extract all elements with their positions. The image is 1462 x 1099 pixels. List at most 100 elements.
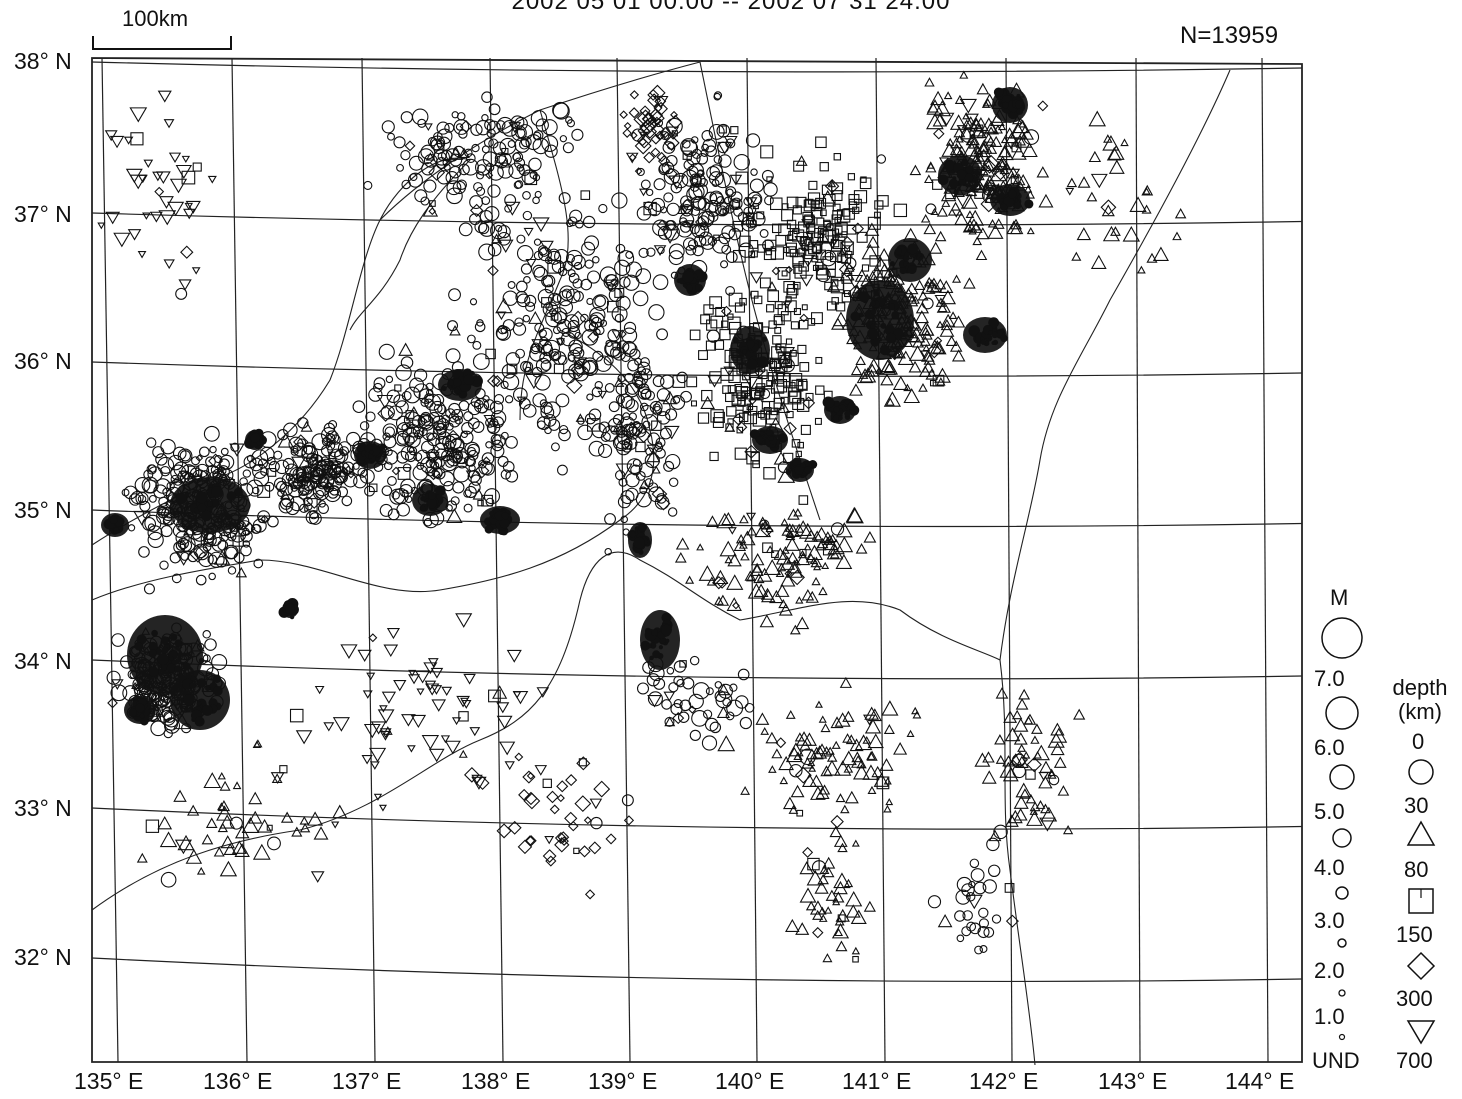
- quake-circle: [435, 435, 450, 450]
- quake-inv-triangle: [304, 456, 318, 468]
- quake-triangle: [969, 117, 983, 129]
- seismic-cluster-dot: [170, 633, 178, 641]
- quake-circle: [750, 168, 758, 176]
- quake-circle: [290, 484, 298, 492]
- quake-triangle: [821, 561, 830, 569]
- quake-circle: [305, 452, 319, 466]
- quake-square: [874, 200, 884, 210]
- quake-circle: [110, 684, 128, 702]
- quake-triangle: [1031, 723, 1043, 734]
- quake-triangle: [801, 757, 814, 769]
- quake-triangle: [1047, 768, 1056, 777]
- quake-triangle: [696, 543, 705, 551]
- quake-circle: [560, 331, 576, 347]
- quake-circle: [163, 512, 176, 526]
- quake-circle: [448, 288, 461, 302]
- quake-circle: [652, 375, 665, 388]
- quake-circle: [680, 195, 693, 208]
- quake-triangle: [735, 533, 747, 544]
- seismic-cluster-dot: [166, 663, 176, 673]
- quake-triangle: [1013, 717, 1029, 732]
- seismic-cluster-dot: [652, 650, 661, 659]
- quake-circle: [583, 235, 600, 251]
- quake-circle: [426, 432, 434, 441]
- seismic-cluster-dot: [109, 516, 118, 525]
- quake-square: [730, 126, 739, 135]
- quake-triangle: [995, 754, 1006, 764]
- quake-triangle: [780, 572, 796, 587]
- quake-circle: [451, 111, 459, 119]
- quake-diamond: [428, 164, 446, 181]
- quake-triangle: [785, 530, 796, 541]
- quake-square: [783, 359, 793, 369]
- quake-circle: [401, 179, 411, 190]
- quake-circle: [490, 433, 502, 445]
- quake-triangle: [998, 145, 1011, 158]
- seismic-cluster-dot: [1000, 328, 1005, 333]
- quake-circle: [432, 393, 445, 406]
- quake-circle: [128, 493, 142, 506]
- quake-circle: [689, 224, 700, 235]
- quake-circle: [267, 836, 281, 851]
- quake-circle: [664, 220, 676, 231]
- quake-circle: [387, 476, 397, 486]
- quake-triangle: [794, 520, 812, 536]
- quake-inv-triangle: [496, 702, 510, 714]
- quake-triangle: [784, 536, 800, 551]
- quake-square: [524, 172, 538, 186]
- quake-triangle: [685, 575, 695, 584]
- quake-circle: [678, 217, 688, 226]
- quake-triangle: [1122, 225, 1141, 242]
- quake-triangle: [252, 843, 271, 860]
- quake-triangle: [716, 706, 731, 718]
- quake-circle: [691, 173, 706, 188]
- quake-triangle: [839, 676, 853, 688]
- quake-inv-triangle: [410, 714, 427, 729]
- quake-circle: [543, 339, 560, 357]
- quake-circle: [567, 269, 576, 278]
- quake-inv-triangle: [597, 390, 608, 400]
- quake-circle: [559, 300, 574, 315]
- quake-triangle: [934, 278, 947, 290]
- seismic-cluster-dot: [891, 311, 900, 320]
- seismic-cluster-dot: [207, 500, 214, 507]
- quake-circle: [229, 526, 247, 543]
- quake-diamond: [491, 375, 504, 388]
- quake-square: [834, 225, 843, 234]
- quake-triangle: [976, 139, 993, 154]
- quake-triangle: [876, 262, 893, 278]
- quake-circle: [511, 125, 527, 141]
- quake-circle: [610, 425, 620, 435]
- quake-inv-triangle: [430, 685, 443, 695]
- quake-circle: [547, 250, 562, 265]
- quake-triangle: [855, 355, 866, 366]
- seismic-cluster-dot: [183, 706, 189, 712]
- quake-diamond: [1100, 199, 1117, 216]
- quake-circle: [127, 524, 136, 532]
- quake-circle: [317, 502, 329, 514]
- quake-inv-triangle: [370, 721, 387, 735]
- quake-circle: [567, 319, 580, 333]
- quake-triangle: [1101, 204, 1115, 217]
- quake-triangle: [1046, 769, 1057, 779]
- quake-triangle: [747, 582, 766, 599]
- quake-square: [869, 255, 881, 267]
- quake-triangle: [994, 734, 1006, 745]
- quake-circle: [927, 895, 942, 909]
- quake-square: [735, 171, 749, 185]
- quake-circle: [138, 546, 150, 558]
- quake-circle: [617, 374, 626, 383]
- quake-circle: [562, 260, 573, 272]
- quake-triangle: [810, 556, 823, 568]
- quake-triangle: [1006, 220, 1022, 235]
- quake-inv-triangle: [469, 727, 481, 737]
- quake-triangle: [1002, 755, 1015, 767]
- quake-square: [266, 824, 273, 831]
- quake-inv-triangle: [127, 229, 142, 241]
- quake-triangle: [746, 525, 757, 536]
- seismic-cluster-dot: [226, 491, 237, 501]
- quake-square: [781, 270, 788, 277]
- lat-label-32: 32° N: [14, 944, 72, 970]
- quake-triangle: [918, 321, 935, 336]
- quake-triangle: [458, 147, 470, 158]
